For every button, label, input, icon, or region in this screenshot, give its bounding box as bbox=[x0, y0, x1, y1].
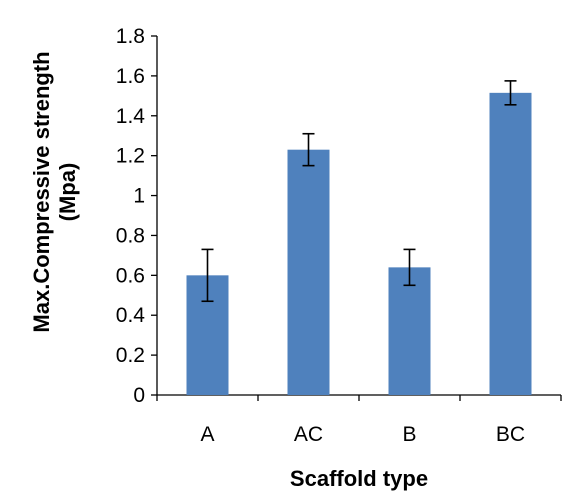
y-tick-label: 0 bbox=[133, 384, 145, 407]
y-tick-label: 0.6 bbox=[116, 264, 145, 287]
y-tick-label: 0.4 bbox=[116, 304, 146, 327]
x-axis-title: Scaffold type bbox=[290, 466, 428, 491]
y-tick-label: 1.6 bbox=[116, 65, 145, 88]
error-bars bbox=[201, 80, 517, 303]
bar-ac bbox=[287, 149, 330, 395]
x-tick-label: AC bbox=[294, 423, 323, 446]
y-tick-label: 1.4 bbox=[116, 105, 146, 128]
y-axis-title-line2: (Mpa) bbox=[55, 163, 80, 222]
x-tick-label: BC bbox=[496, 423, 525, 446]
error-bar-bc bbox=[504, 80, 517, 106]
error-bar-a bbox=[201, 248, 214, 303]
y-tick-label: 1.2 bbox=[116, 145, 145, 168]
x-axis: A AC B BC bbox=[156, 394, 562, 446]
bar-bc bbox=[489, 92, 532, 395]
x-tick-label: A bbox=[200, 423, 214, 446]
error-bar-ac bbox=[302, 132, 315, 167]
error-bar-b bbox=[403, 248, 416, 287]
y-tick-label: 0.2 bbox=[116, 344, 145, 367]
y-tick-label: 1 bbox=[133, 185, 145, 208]
y-axis-title-line1: Max.Compressive strength bbox=[29, 51, 54, 332]
y-tick-label: 1.8 bbox=[116, 25, 145, 48]
y-tick-label: 0.8 bbox=[116, 224, 145, 247]
bar-b bbox=[388, 267, 431, 395]
y-axis: 0 0.2 0.4 0.6 0.8 1 1.2 1.4 1.6 1.8 bbox=[116, 25, 158, 407]
x-tick-label: B bbox=[402, 423, 416, 446]
bars bbox=[186, 92, 532, 395]
